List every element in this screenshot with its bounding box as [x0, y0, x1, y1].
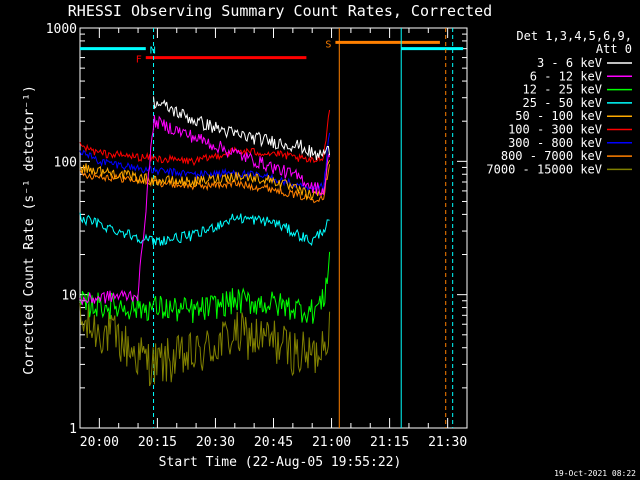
series-line — [79, 132, 331, 191]
series-line — [79, 109, 331, 167]
x-tick-label: 21:15 — [370, 435, 409, 450]
x-tick-label: 20:00 — [80, 435, 119, 450]
flag-layer: NF S — [80, 39, 464, 66]
x-tick-label: 21:30 — [428, 435, 467, 450]
series-line — [79, 164, 331, 204]
y-tick-label: 1000 — [46, 22, 77, 37]
legend-entry-label: 50 - 100 keV — [515, 109, 602, 123]
axis-tick-labels: 20:00 20:15 20:30 20:45 21:00 21:15 21:30 1 10 10… — [46, 22, 468, 450]
legend-entry-label: 7000 - 15000 keV — [486, 162, 602, 176]
legend-entry-label: 3 - 6 keV — [537, 56, 602, 70]
series-line — [79, 251, 331, 324]
x-tick-label: 20:45 — [254, 435, 293, 450]
series-line — [153, 96, 331, 161]
legend-entry-label: 12 - 25 keV — [523, 83, 602, 97]
series-layer — [79, 96, 331, 387]
series-line — [79, 302, 331, 387]
y-tick-label: 100 — [54, 155, 77, 170]
flag-label-N: N — [150, 46, 156, 57]
legend-entry-label: 100 - 300 keV — [508, 123, 602, 137]
flag-label-F: F — [136, 55, 142, 66]
series-line — [79, 159, 331, 201]
y-axis-label: Corrected Count Rate (s⁻¹ detector⁻¹) — [22, 85, 37, 375]
series-line — [79, 115, 331, 306]
x-tick-label: 20:15 — [138, 435, 177, 450]
legend-entry-label: 6 - 12 keV — [530, 69, 602, 83]
y-tick-label: 1 — [69, 422, 77, 437]
legend-entry-label: 300 - 800 keV — [508, 136, 602, 150]
x-tick-label: 21:00 — [312, 435, 351, 450]
vline-layer — [153, 28, 454, 428]
legend-entry-label: 800 - 7000 keV — [501, 149, 602, 163]
x-tick-label: 20:30 — [196, 435, 235, 450]
y-tick-label: 10 — [61, 289, 77, 304]
legend-header-line-1: Det 1,3,4,5,6,9, — [516, 29, 632, 43]
axis-ticks — [79, 27, 468, 429]
timestamp: 19-Oct-2021 08:22 — [554, 469, 636, 478]
legend-header-line-2: Att 0 — [596, 42, 632, 56]
series-line — [79, 212, 330, 247]
x-axis-label: Start Time (22-Aug-05 19:55:22) — [159, 455, 402, 470]
flag-label-S: S — [325, 39, 331, 50]
chart-title: RHESSI Observing Summary Count Rates, Co… — [68, 2, 492, 20]
legend-entry-label: 25 - 50 keV — [523, 96, 602, 110]
